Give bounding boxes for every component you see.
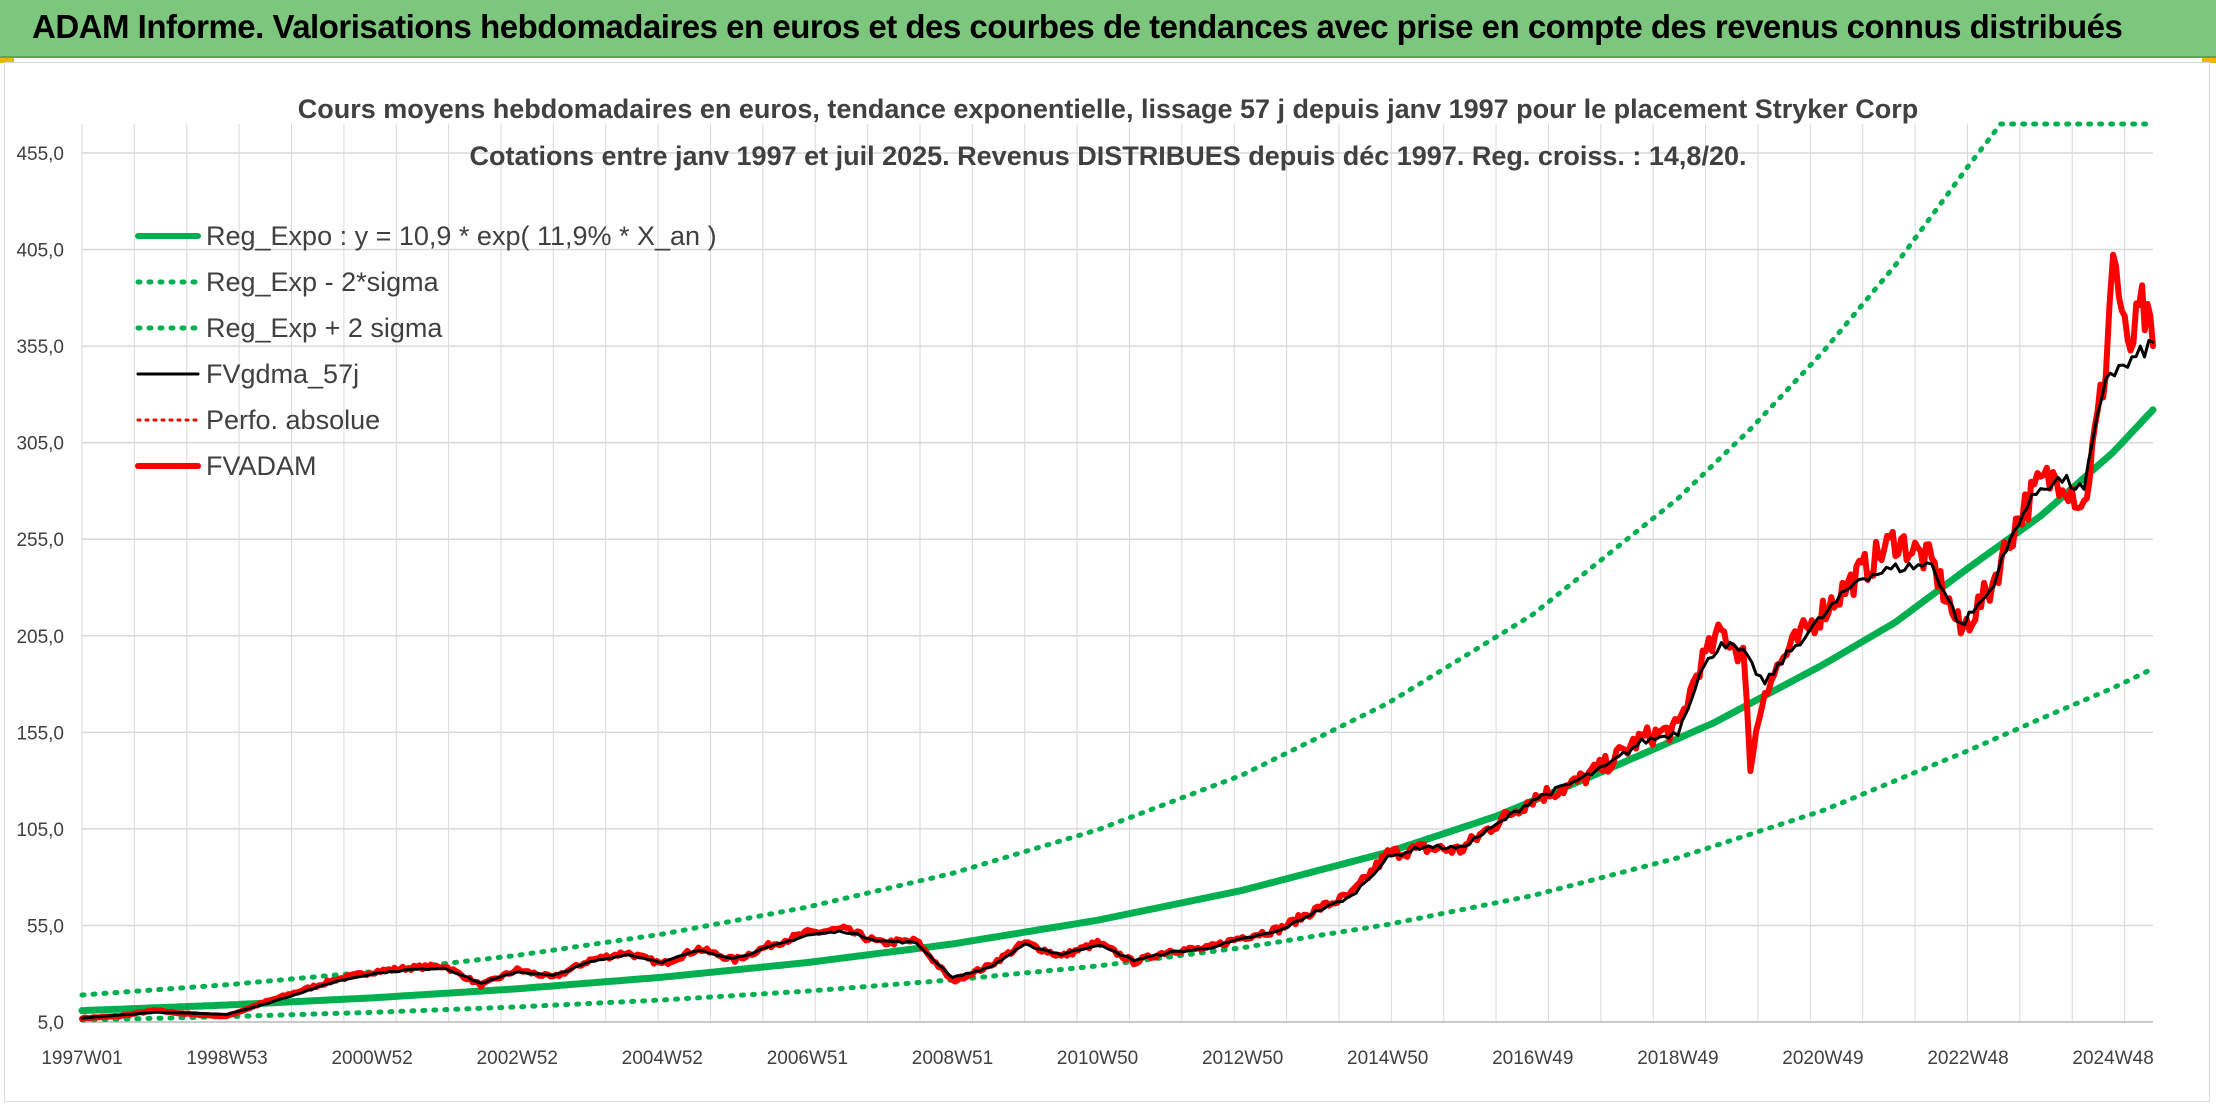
y-tick-label: 455,0 [16, 144, 64, 165]
y-tick-label: 255,0 [16, 530, 64, 551]
y-tick-label: 5,0 [38, 1013, 64, 1034]
x-tick-label: 2002W52 [477, 1048, 558, 1069]
top-right-corner-mark [2202, 58, 2216, 63]
series-line-5 [79, 251, 2156, 1022]
x-tick-label: 2010W50 [1057, 1048, 1138, 1069]
chart-title-line2: Cotations entre janv 1997 et juil 2025. … [469, 141, 1746, 171]
x-tick-label: 2006W51 [767, 1048, 848, 1069]
chart-legend: Reg_Expo : y = 10,9 * exp( 11,9% * X_an … [135, 221, 717, 481]
chart-axis-labels: 5,0 55,0 105,0 155,0 205,0 255,0 305,0 355,0 405… [16, 144, 2153, 1069]
x-tick-label: 2008W51 [912, 1048, 993, 1069]
legend-label: FVgdma_57j [206, 359, 359, 389]
y-tick-label: 55,0 [27, 916, 64, 937]
report-banner: ADAM Informe. Valorisations hebdomadaire… [0, 0, 2216, 58]
x-tick-label: 1997W01 [41, 1048, 122, 1069]
y-tick-label: 355,0 [16, 337, 64, 358]
legend-label: Perfo. absolue [206, 405, 380, 435]
report-banner-title: ADAM Informe. Valorisations hebdomadaire… [32, 8, 2123, 45]
chart-grid [81, 124, 2153, 1023]
x-tick-label: 2024W48 [2072, 1048, 2153, 1069]
y-tick-label: 105,0 [16, 820, 64, 841]
y-tick-label: 155,0 [16, 723, 64, 744]
legend-label: Reg_Expo : y = 10,9 * exp( 11,9% * X_an … [206, 221, 717, 251]
x-tick-label: 2022W48 [1927, 1048, 2008, 1069]
series-line-0 [78, 406, 2157, 1015]
legend-label: Reg_Exp + 2 sigma [206, 313, 443, 343]
legend-label: Reg_Exp - 2*sigma [206, 267, 440, 297]
x-tick-label: 2018W49 [1637, 1048, 1718, 1069]
chart-titles: Cours moyens hebdomadaires en euros, ten… [298, 94, 1919, 171]
x-tick-label: 2014W50 [1347, 1048, 1428, 1069]
series-line-2 [79, 121, 2156, 998]
y-tick-label: 205,0 [16, 627, 64, 648]
x-tick-label: 2012W50 [1202, 1048, 1283, 1069]
chart-series-layer [78, 121, 2157, 1023]
series-line-3 [80, 339, 2155, 1020]
legend-label: FVADAM [206, 451, 317, 481]
x-tick-label: 2016W49 [1492, 1048, 1573, 1069]
top-left-corner-mark [0, 58, 14, 63]
x-tick-label: 1998W53 [186, 1048, 267, 1069]
x-tick-label: 2000W52 [331, 1048, 412, 1069]
chart-title-line1: Cours moyens hebdomadaires en euros, ten… [298, 94, 1919, 124]
x-tick-label: 2004W52 [622, 1048, 703, 1069]
y-tick-label: 305,0 [16, 434, 64, 455]
series-line-1 [79, 666, 2156, 1023]
x-tick-label: 2020W49 [1782, 1048, 1863, 1069]
y-tick-label: 405,0 [16, 241, 64, 262]
